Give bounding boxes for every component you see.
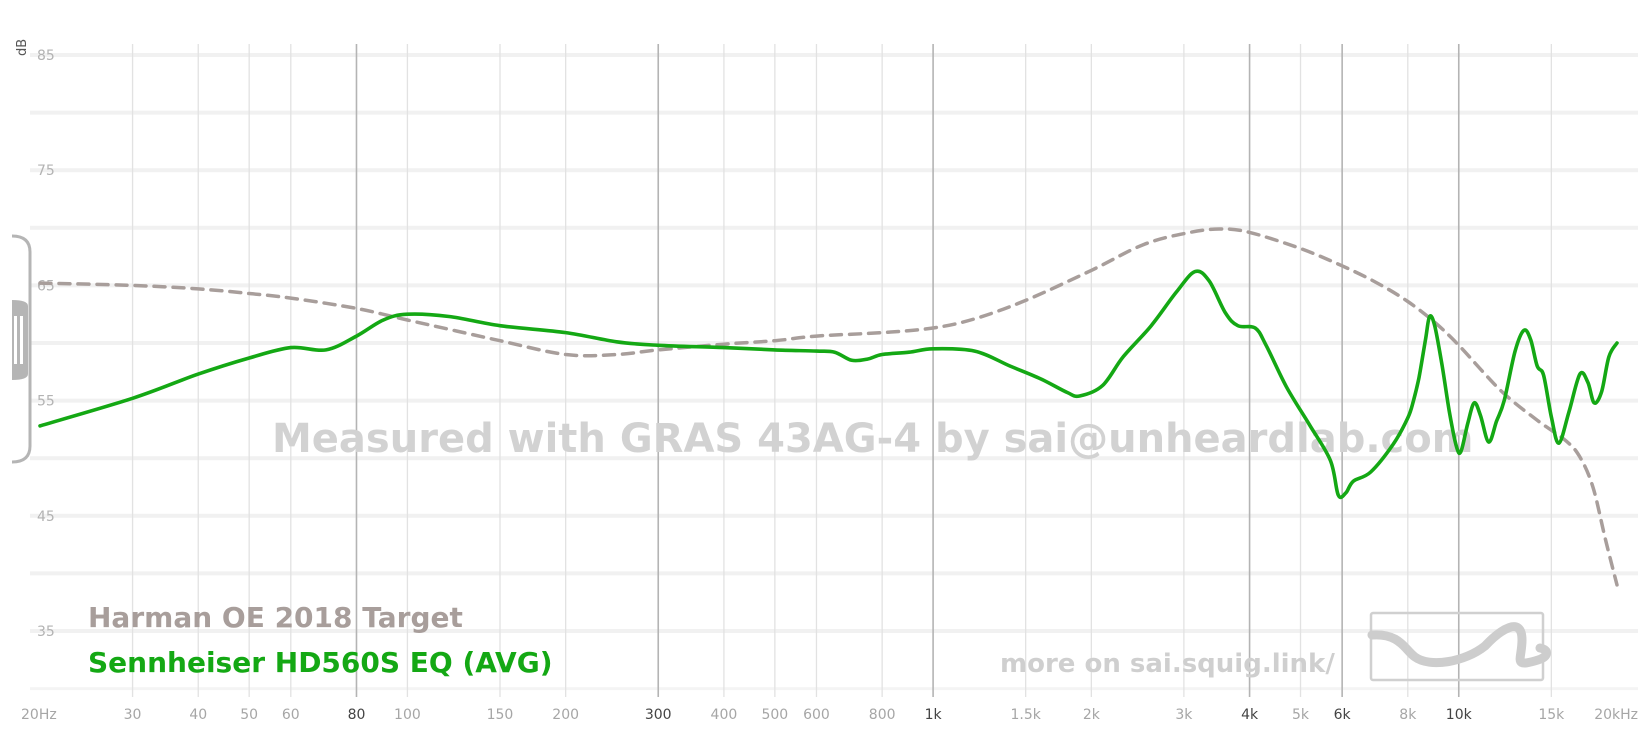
x-tick-label: 500 <box>761 707 788 723</box>
y-axis-unit-label: dB <box>15 39 30 56</box>
y-tick-label: 45 <box>37 509 55 525</box>
squiglink-logo <box>1367 611 1551 682</box>
x-axis-tick-labels: 20Hz 30 40 50 60 80 100 150 200 300 400 500 600 800 1k… <box>21 707 1638 723</box>
x-tick-label: 200 <box>552 707 579 723</box>
x-tick-label: 60 <box>282 707 300 723</box>
x-tick-label: 20kHz <box>1594 707 1638 723</box>
x-tick-label: 8k <box>1399 707 1417 723</box>
credit-link-text: more on sai.squig.link/ <box>1000 649 1335 679</box>
x-tick-label: 400 <box>711 707 738 723</box>
y-tick-label: 65 <box>37 278 55 294</box>
y-tick-label: 55 <box>37 394 55 410</box>
x-tick-label: 600 <box>803 707 830 723</box>
y-tick-label: 35 <box>37 624 55 640</box>
x-tick-label: 1.5k <box>1010 707 1041 723</box>
x-tick-label: 20Hz <box>21 707 57 723</box>
x-tick-label: 30 <box>124 707 142 723</box>
x-tick-label: 6k <box>1334 707 1352 723</box>
x-tick-label: 80 <box>348 707 366 723</box>
x-tick-label: 15k <box>1538 707 1565 723</box>
x-tick-label: 100 <box>394 707 421 723</box>
x-tick-label: 800 <box>869 707 896 723</box>
curve-offset-handle[interactable] <box>11 234 32 464</box>
x-tick-label: 50 <box>240 707 258 723</box>
horizontal-gridlines <box>30 53 1638 691</box>
x-tick-label: 3k <box>1175 707 1193 723</box>
legend-entry-target[interactable]: Harman OE 2018 Target <box>88 601 463 634</box>
target-curve-harman-oe-2018[interactable] <box>38 227 1619 587</box>
x-tick-label: 5k <box>1292 707 1310 723</box>
x-tick-label: 300 <box>645 707 672 723</box>
series-curves <box>38 227 1619 587</box>
x-tick-label: 150 <box>487 707 514 723</box>
legend-entry-hd560s-eq[interactable]: Sennheiser HD560S EQ (AVG) <box>88 646 553 679</box>
x-tick-label: 40 <box>189 707 207 723</box>
y-tick-label: 85 <box>37 48 55 64</box>
x-tick-label: 4k <box>1241 707 1259 723</box>
y-tick-label: 75 <box>37 163 55 179</box>
x-tick-label: 10k <box>1446 707 1473 723</box>
x-tick-label: 2k <box>1083 707 1101 723</box>
watermark-text: Measured with GRAS 43AG-4 by sai@unheard… <box>272 416 1473 462</box>
measurement-curve-hd560s-eq[interactable] <box>38 269 1619 500</box>
vertical-gridlines <box>131 44 1552 697</box>
x-tick-label: 1k <box>925 707 943 723</box>
